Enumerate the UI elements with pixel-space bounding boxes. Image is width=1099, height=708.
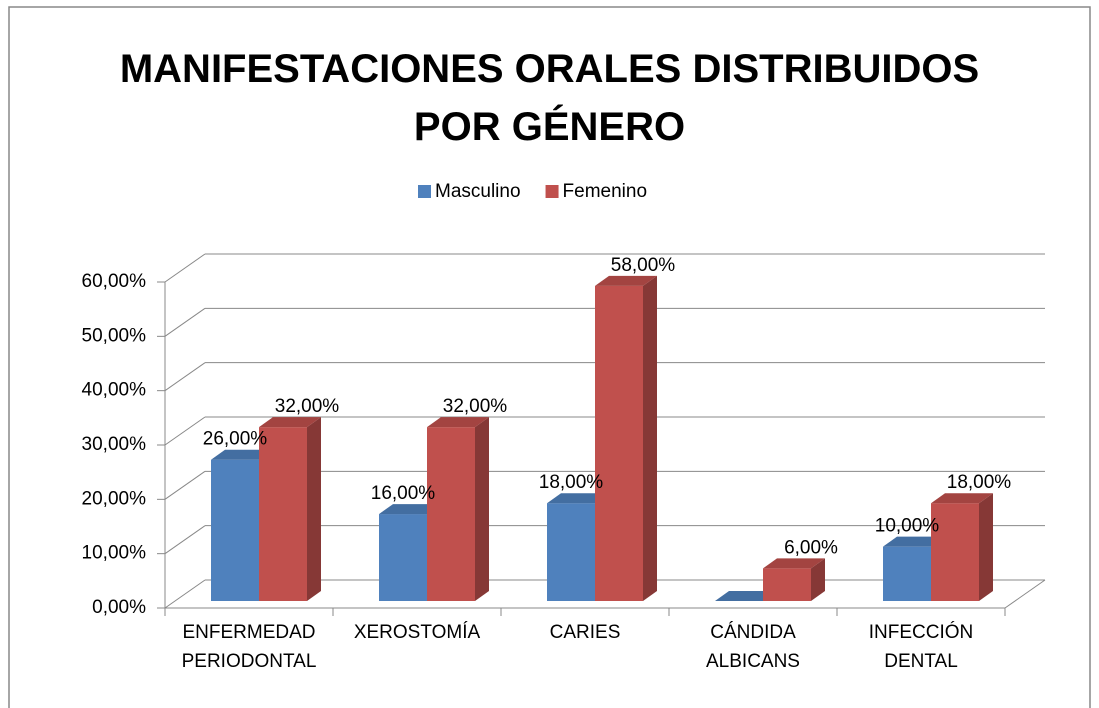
data-label: 16,00% [371, 483, 436, 504]
data-label: 6,00% [784, 537, 838, 558]
bar-top [427, 417, 489, 428]
data-label: 32,00% [443, 396, 508, 417]
y-tick-label: 40,00% [82, 380, 147, 401]
bar-side [475, 417, 489, 601]
x-tick-label: ENFERMEDAD PERIODONTAL [181, 622, 317, 672]
y-tick-label: 10,00% [82, 543, 147, 564]
x-tick-label: INFECCIÓN DENTAL [868, 622, 974, 672]
bar-front [883, 546, 931, 601]
data-label: 18,00% [539, 472, 604, 493]
bar-top [715, 591, 777, 601]
data-label: 26,00% [203, 429, 268, 450]
data-label: 18,00% [947, 472, 1012, 493]
bar-top [211, 449, 273, 460]
grid-line [164, 579, 206, 609]
x-tick-label: XEROSTOMÍA [353, 622, 481, 643]
bar-front [595, 285, 643, 601]
floor-edge [1004, 579, 1046, 609]
bar-front [427, 427, 475, 601]
legend-label: Masculino [435, 181, 521, 202]
bar-front [259, 427, 307, 601]
bar-side [811, 558, 825, 601]
data-label: 10,00% [875, 516, 940, 537]
grid-line [164, 253, 206, 283]
bar-top [259, 417, 321, 428]
bar-top [883, 536, 945, 547]
bar-side [643, 275, 657, 601]
bar-top [595, 275, 657, 286]
data-label: 58,00% [611, 255, 676, 276]
grid-line [164, 416, 206, 446]
bar-front [931, 503, 979, 601]
y-tick-label: 60,00% [82, 271, 147, 292]
x-tick-label: CARIES [549, 622, 621, 643]
bar-top [763, 558, 825, 569]
y-tick-label: 50,00% [82, 325, 147, 346]
bar-front [547, 503, 595, 601]
grid-line [164, 525, 206, 555]
bar-front [379, 514, 427, 601]
bar-top [547, 493, 609, 504]
grid-line [164, 362, 206, 392]
x-tick-label: CÁNDIDA ALBICANS [706, 622, 800, 672]
chart-title: MANIFESTACIONES ORALES DISTRIBUIDOS POR … [119, 47, 980, 149]
bar-front [763, 568, 811, 601]
y-tick-label: 30,00% [82, 434, 147, 455]
bar-top [931, 493, 993, 504]
bar-side [979, 493, 993, 601]
legend-swatch [418, 185, 431, 198]
grid-line [164, 470, 206, 500]
chart-border [8, 6, 1091, 708]
bar-side [307, 417, 321, 601]
bar-front [211, 459, 259, 601]
data-label: 32,00% [275, 396, 340, 417]
grid-line [164, 307, 206, 337]
legend-label: Femenino [563, 181, 648, 202]
y-tick-label: 20,00% [82, 488, 147, 509]
bar-top [379, 504, 441, 515]
y-tick-label: 0,00% [92, 597, 146, 618]
legend-swatch [545, 185, 559, 198]
